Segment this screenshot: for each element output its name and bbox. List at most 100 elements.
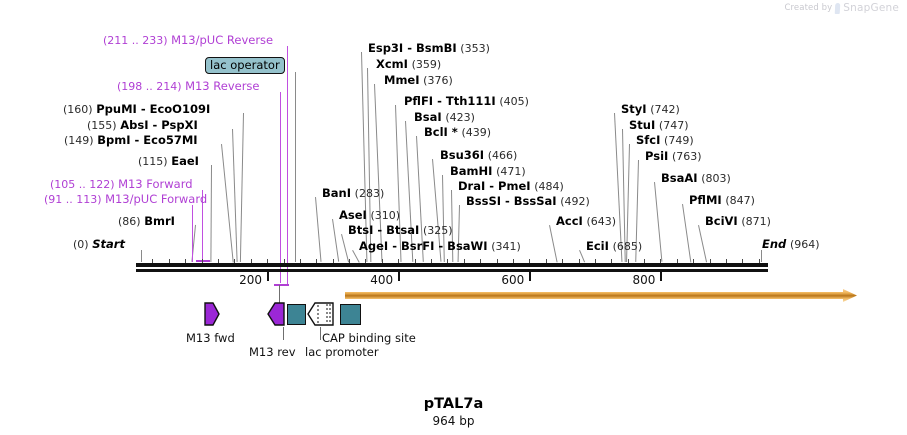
enzyme-label-drai-pmei[interactable]: DraI - PmeI (484) <box>458 179 564 193</box>
enzyme-label-btsi-btsai[interactable]: BtsI - BtsaI (325) <box>348 223 453 237</box>
enzyme-label-sfci[interactable]: SfcI (749) <box>636 133 694 147</box>
leader-enzyme <box>239 112 244 262</box>
ruler-graduation <box>496 259 498 263</box>
ruler-graduation <box>398 259 400 263</box>
ruler-graduation <box>152 259 154 263</box>
arrow-right-purple-icon <box>204 302 220 326</box>
ruler-tick-400 <box>398 272 401 281</box>
ruler-graduation <box>594 259 596 263</box>
ruler-graduation <box>332 259 334 263</box>
feature-label-lac-promoter: lac promoter <box>305 345 379 359</box>
enzyme-label-acci[interactable]: AccI (643) <box>556 214 617 228</box>
ruler-graduation <box>758 259 760 263</box>
enzyme-label-bsssi-bsssai[interactable]: BssSI - BssSaI (492) <box>466 194 590 208</box>
sequence-backbone[interactable] <box>136 263 768 272</box>
orf-orange-arrow[interactable] <box>345 287 857 302</box>
ruler-graduation <box>644 259 646 263</box>
enzyme-label-psii[interactable]: PsiI (763) <box>645 149 702 163</box>
ruler-tick-600 <box>529 272 532 281</box>
enzyme-label-bsu36i[interactable]: Bsu36I (466) <box>440 148 518 162</box>
end-label: End (964) <box>762 237 820 251</box>
ruler-graduation <box>709 259 711 263</box>
leader-enzyme <box>682 204 692 263</box>
ruler-label-600: 600 <box>501 273 525 287</box>
feature-label-m13-fwd: M13 fwd <box>186 331 235 345</box>
leader-enzyme <box>332 219 340 263</box>
ruler-label-800: 800 <box>632 273 656 287</box>
ruler-graduation <box>562 259 564 263</box>
enzyme-label-bani[interactable]: BanI (283) <box>322 186 385 200</box>
enzyme-label-ecii[interactable]: EciI (685) <box>586 239 643 253</box>
ruler-tick-200 <box>267 272 270 281</box>
enzyme-label-asei[interactable]: AseI (310) <box>339 208 401 222</box>
feature-m13-fwd[interactable] <box>204 302 220 330</box>
enzyme-label-styi[interactable]: StyI (742) <box>621 102 680 116</box>
ruler-graduation <box>267 259 269 263</box>
enzyme-label-agei-bsrfi-bsawi[interactable]: AgeI - BsrFI - BsaWI (341) <box>359 239 521 253</box>
ruler-graduation <box>299 259 301 263</box>
enzyme-label-ppumi-ecoo109i[interactable]: (160) PpuMI - EcoO109I <box>63 102 211 116</box>
leader-enzyme <box>210 164 212 262</box>
orange-arrow-icon <box>345 289 857 302</box>
lac-operator-chip[interactable]: lac operator <box>205 57 285 74</box>
enzyme-label-mmei[interactable]: MmeI (376) <box>384 73 453 87</box>
ruler-graduation <box>529 259 531 263</box>
arrow-left-purple-icon <box>267 302 285 326</box>
feature-box-teal-left[interactable] <box>287 304 306 325</box>
primer-span-m13puc-reverse <box>274 284 289 286</box>
enzyme-label-xcmi[interactable]: XcmI (359) <box>376 57 442 71</box>
ruler-graduation <box>578 259 580 263</box>
ruler-graduation <box>168 259 170 263</box>
ruler-graduation <box>250 259 252 263</box>
leader-enzyme <box>341 234 350 263</box>
ruler-graduation <box>545 259 547 263</box>
leader-enzyme <box>221 144 234 263</box>
ruler-graduation <box>414 259 416 263</box>
leader-enzyme <box>579 250 586 263</box>
feature-lac-promoter[interactable] <box>307 302 334 330</box>
ruler-graduation <box>726 259 728 263</box>
enzyme-label-bmri[interactable]: (86) BmrI <box>118 214 175 228</box>
ruler-graduation <box>349 259 351 263</box>
feature-tick-lac-promoter <box>320 327 321 340</box>
leader-enzyme <box>315 197 322 263</box>
feature-m13-rev[interactable] <box>267 302 285 330</box>
snapgene-watermark: Created by SnapGene <box>784 2 899 14</box>
enzyme-label-bpmi-eco57mi[interactable]: (149) BpmI - Eco57MI <box>64 133 198 147</box>
enzyme-label-pflmi[interactable]: PflMI (847) <box>689 193 755 207</box>
ruler-graduation <box>693 259 695 263</box>
plasmid-name: pTAL7a <box>423 396 484 412</box>
ruler-label-200: 200 <box>239 273 263 287</box>
leader-start <box>141 250 142 262</box>
ruler-graduation <box>381 259 383 263</box>
primer-label-m13-reverse: (198 .. 214) M13 Reverse <box>117 79 260 93</box>
ruler-label-400: 400 <box>370 273 394 287</box>
ruler-graduation <box>217 259 219 263</box>
enzyme-label-esp3i-bsmbi[interactable]: Esp3I - BsmBI (353) <box>368 41 490 55</box>
ruler-tick-800 <box>660 272 663 281</box>
ruler-graduation <box>660 259 662 263</box>
enzyme-label-eaei[interactable]: (115) EaeI <box>138 154 199 168</box>
enzyme-label-pflfi-tth111i[interactable]: PflFI - Tth111I (405) <box>404 94 529 108</box>
enzyme-label-absi-pspxi[interactable]: (155) AbsI - PspXI <box>87 118 198 132</box>
enzyme-label-bsaai[interactable]: BsaAI (803) <box>661 171 731 185</box>
enzyme-label-bcli[interactable]: BclI * (439) <box>424 125 492 139</box>
watermark-brand: SnapGene <box>843 2 899 14</box>
leader-enzyme <box>232 129 238 263</box>
ruler-graduation <box>316 259 318 263</box>
leader-end <box>761 250 762 262</box>
enzyme-label-stui[interactable]: StuI (747) <box>629 118 689 132</box>
ruler-graduation <box>512 259 514 263</box>
leader-m13puc-reverse <box>287 46 288 285</box>
enzyme-label-bamhi[interactable]: BamHI (471) <box>450 164 526 178</box>
primer-label-m13-forward: (105 .. 122) M13 Forward <box>50 177 193 191</box>
backbone-top-strand <box>136 263 768 267</box>
feature-cap-binding-site[interactable] <box>340 304 361 325</box>
leader-enzyme <box>457 204 460 262</box>
arrow-left-hatched-icon <box>307 302 334 326</box>
primer-span-m13puc-forward <box>195 260 211 262</box>
enzyme-label-bcivi[interactable]: BciVI (871) <box>705 214 771 228</box>
ruler-graduation <box>627 259 629 263</box>
primer-label-m13puc-reverse: (211 .. 233) M13/pUC Reverse <box>103 33 274 47</box>
enzyme-label-bsai[interactable]: BsaI (423) <box>414 110 475 124</box>
